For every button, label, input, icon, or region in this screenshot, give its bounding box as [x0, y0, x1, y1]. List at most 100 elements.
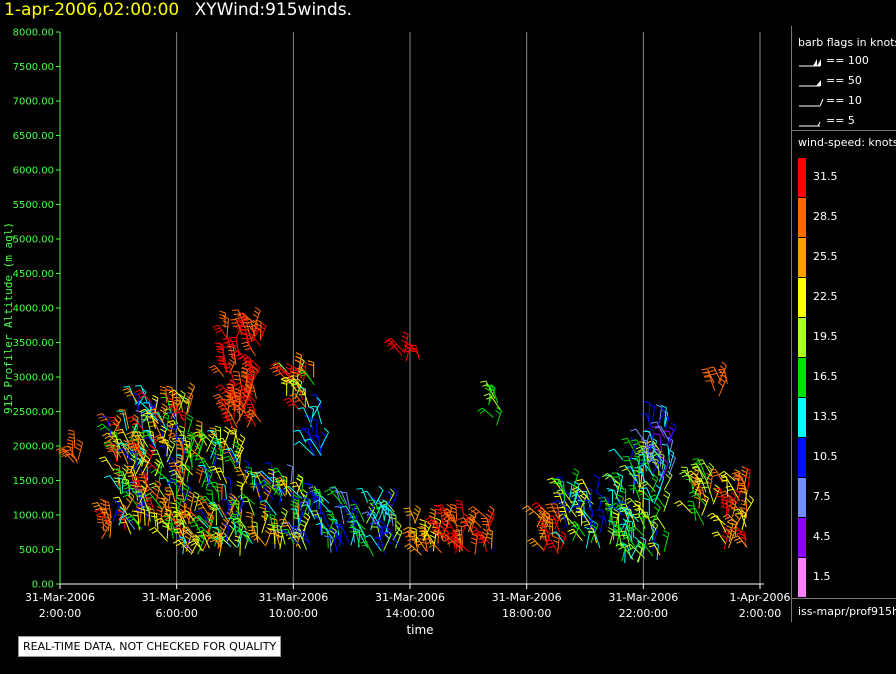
wind-barb	[286, 464, 294, 483]
wind-barb	[429, 519, 449, 534]
wind-barb	[586, 507, 594, 531]
wind-barb	[619, 487, 627, 505]
wind-barb	[738, 484, 748, 501]
wind-barb	[256, 470, 274, 483]
wind-barb	[404, 543, 422, 556]
wind-barb	[596, 509, 607, 525]
wind-barb	[300, 500, 315, 516]
speed-label: 13.5	[813, 410, 838, 423]
chart-title: 1-apr-2006,02:00:00 XYWind:915winds.	[4, 0, 352, 20]
wind-barb	[335, 491, 348, 505]
wind-barb	[680, 466, 691, 483]
wind-barb	[96, 413, 112, 427]
barb-flag-label: == 100	[826, 54, 869, 67]
wind-barb	[196, 531, 210, 549]
x-axis-label: time	[406, 623, 433, 637]
wind-barb	[625, 466, 639, 485]
wind-barb	[245, 409, 262, 423]
wind-barb	[250, 482, 262, 503]
wind-barb	[259, 503, 267, 522]
wind-barb	[660, 459, 669, 480]
wind-barb	[241, 341, 256, 357]
wind-barb	[307, 360, 315, 378]
wind-barb	[616, 506, 633, 518]
wind-barb	[186, 432, 193, 454]
wind-barb	[122, 483, 138, 497]
wind-barb	[583, 499, 594, 518]
wind-barb	[643, 431, 654, 447]
wind-barb	[129, 442, 144, 458]
wind-barb	[195, 465, 204, 484]
wind-barb	[648, 521, 659, 542]
y-tick-label: 7000.00	[13, 97, 54, 108]
wind-barb	[66, 439, 74, 457]
wind-barb	[376, 525, 384, 548]
wind-barb	[233, 466, 248, 484]
wind-barb	[290, 508, 300, 527]
wind-barb	[712, 484, 721, 505]
wind-barb	[299, 386, 307, 407]
wind-barb	[674, 500, 692, 514]
wind-barb	[647, 542, 661, 556]
wind-barb	[297, 407, 311, 423]
wind-barb	[194, 442, 202, 461]
legend-divider	[792, 130, 896, 131]
wind-barb	[245, 333, 261, 347]
wind-barb	[622, 518, 629, 538]
wind-barb	[244, 318, 256, 337]
wind-barb	[457, 517, 474, 535]
wind-barb	[477, 407, 494, 418]
wind-barb	[612, 531, 622, 547]
wind-barb	[453, 541, 470, 553]
wind-barb	[660, 404, 667, 425]
y-tick-label: 7500.00	[13, 62, 54, 73]
wind-barb	[294, 352, 302, 372]
y-tick-label: 1000.00	[13, 511, 54, 522]
wind-barb	[725, 521, 734, 543]
x-tick-date: 31-Mar-2006	[492, 591, 562, 604]
speed-swatch	[798, 278, 806, 317]
x-tick-date: 1-Apr-2006	[729, 591, 790, 604]
wind-barb	[312, 397, 322, 417]
wind-barb	[586, 487, 593, 506]
wind-barb	[718, 470, 736, 482]
wind-barb	[602, 473, 621, 485]
wind-barb	[101, 520, 110, 540]
x-tick-date: 31-Mar-2006	[375, 591, 445, 604]
wind-barb	[290, 481, 306, 499]
wind-barb	[568, 492, 578, 514]
wind-barb	[381, 499, 388, 521]
wind-barb	[653, 433, 663, 453]
wind-barb	[195, 509, 210, 524]
wind-barb	[576, 479, 591, 495]
wind-barb	[210, 439, 217, 459]
wind-barb	[276, 530, 283, 550]
speed-label: 4.5	[813, 530, 831, 543]
speed-label: 19.5	[813, 330, 838, 343]
wind-barb	[236, 312, 246, 334]
speed-swatch	[798, 438, 806, 477]
wind-barb	[236, 481, 243, 500]
wind-barb	[298, 531, 311, 545]
speed-swatch	[798, 198, 806, 237]
wind-barb	[662, 529, 670, 552]
x-tick-time: 10:00:00	[269, 607, 318, 620]
wind-barb	[207, 429, 221, 448]
wind-barb	[395, 527, 403, 549]
speed-swatch	[798, 478, 806, 517]
wind-barb	[692, 458, 707, 478]
wind-barb	[156, 436, 172, 454]
wind-barb	[377, 531, 392, 545]
wind-barb	[176, 439, 184, 461]
barb-flag-label: == 10	[826, 94, 862, 107]
wind-barb	[743, 495, 754, 518]
wind-barb	[210, 481, 220, 502]
wind-barb	[378, 504, 396, 516]
wind-barb	[743, 467, 751, 489]
wind-barb	[646, 459, 662, 475]
wind-barb	[640, 536, 647, 555]
wind-barb	[186, 491, 195, 511]
wind-barb	[231, 526, 250, 543]
wind-barb	[112, 414, 122, 436]
wind-barb	[234, 450, 241, 469]
